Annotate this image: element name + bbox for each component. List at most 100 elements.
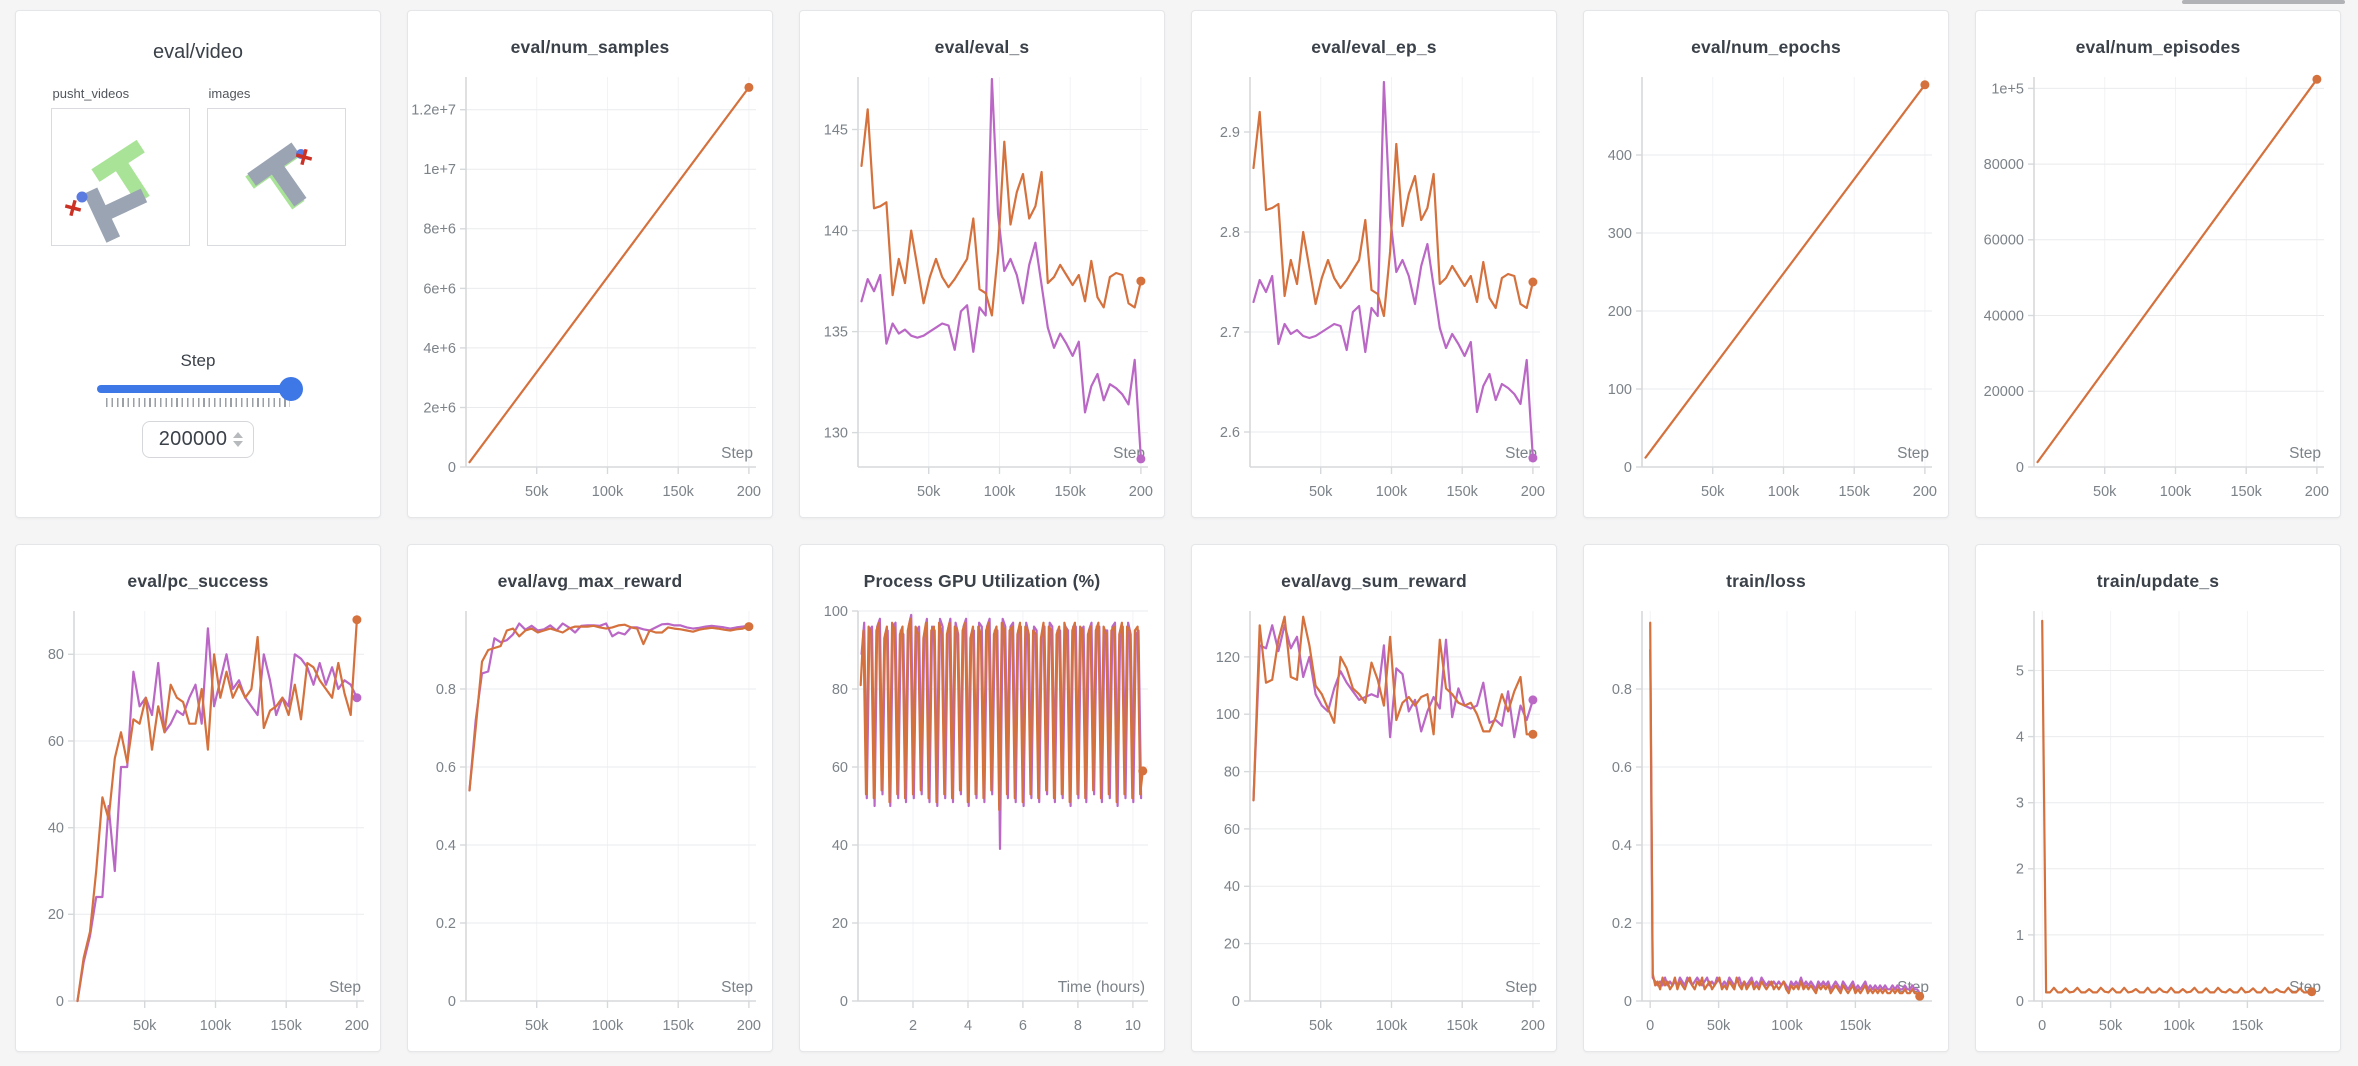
svg-text:50k: 50k: [1309, 484, 1333, 500]
svg-text:4: 4: [2016, 730, 2024, 746]
svg-text:100k: 100k: [200, 1018, 232, 1034]
chart-canvas-eval-pc-success[interactable]: 0 20 40 60 80 50k 100k 150k 200 Step: [16, 603, 380, 1049]
step-slider-label: Step: [180, 351, 216, 370]
chart-canvas-eval-eval-ep-s[interactable]: 2.6 2.7 2.8 2.9 50k 100k 150k 200 Step: [1192, 69, 1556, 515]
svg-text:150k: 150k: [2232, 1018, 2264, 1034]
svg-text:50k: 50k: [133, 1018, 157, 1034]
chart-title: eval/pc_success: [127, 571, 269, 591]
panel-eval-eval-s: eval/eval_s 130 135 140 145 50k 100k 150k 200 St…: [799, 10, 1165, 518]
svg-text:60000: 60000: [1984, 233, 2024, 249]
step-slider[interactable]: [97, 377, 303, 401]
svg-text:150k: 150k: [1838, 484, 1870, 500]
pusht-block-t-shape: [246, 142, 306, 207]
svg-text:150k: 150k: [1446, 1018, 1478, 1034]
pusht-video-thumbnail[interactable]: [50, 108, 190, 246]
svg-text:0: 0: [1624, 994, 1632, 1010]
horizontal-scrollbar-thumb[interactable]: [2182, 0, 2345, 4]
panel-eval-pc-success: eval/pc_success 0 20 40 60 80 50k 100k 150k 200 S…: [15, 544, 381, 1052]
svg-text:0: 0: [2016, 460, 2024, 476]
svg-text:0.6: 0.6: [1612, 760, 1632, 776]
svg-text:200: 200: [1913, 484, 1937, 500]
svg-text:150k: 150k: [662, 484, 694, 500]
svg-text:0.4: 0.4: [436, 838, 456, 854]
svg-text:2.8: 2.8: [1220, 225, 1240, 241]
chart-canvas-process-gpu-utilization[interactable]: 0 20 40 60 80 100 2 4 6 8 10 Time (hours): [800, 603, 1164, 1049]
svg-text:150k: 150k: [1840, 1018, 1872, 1034]
chart-title: eval/num_samples: [510, 37, 670, 57]
media-column-images: images: [206, 86, 346, 246]
svg-text:Step: Step: [721, 445, 753, 462]
images-thumbnail[interactable]: [206, 108, 346, 246]
svg-text:10: 10: [1125, 1018, 1141, 1034]
panel-train-loss: train/loss 0 0.2 0.4 0.6 0.8 0 50k 100k 150k Step: [1583, 544, 1949, 1052]
chart-canvas-eval-avg-max-reward[interactable]: 0 0.2 0.4 0.6 0.8 50k 100k 150k 200 Step: [408, 603, 772, 1049]
panel-eval-num-epochs: eval/num_epochs 0 100 200 300 400 50k 100k 150k…: [1583, 10, 1949, 518]
svg-text:Step: Step: [721, 979, 753, 996]
pusht-video-frame: [64, 139, 150, 243]
svg-text:2.9: 2.9: [1220, 125, 1240, 141]
chart-canvas-train-loss[interactable]: 0 0.2 0.4 0.6 0.8 0 50k 100k 150k Step: [1584, 603, 1948, 1049]
panel-process-gpu-utilization: Process GPU Utilization (%) 0 20 40 60 80 100…: [799, 544, 1165, 1052]
svg-text:80000: 80000: [1984, 157, 2024, 173]
panel-eval-video: eval/video pusht_videos: [15, 10, 381, 518]
chart-title: train/update_s: [2096, 571, 2220, 591]
svg-text:0: 0: [1624, 460, 1632, 476]
step-decrement-icon[interactable]: [233, 441, 244, 447]
svg-text:150k: 150k: [2230, 484, 2262, 500]
step-control: Step 200000: [16, 351, 380, 458]
media-column-pusht-videos: pusht_videos: [50, 86, 190, 246]
chart-canvas-eval-num-episodes[interactable]: 0 20000 40000 60000 80000 1e+5 50k 100k 150k 200 S…: [1976, 69, 2340, 515]
pusht-target-cross: [64, 199, 81, 217]
chart-canvas-eval-num-samples[interactable]: 0 2e+6 4e+6 6e+6 8e+6 1e+7 1.2e+7 50k 100k 150k 20…: [408, 69, 772, 515]
svg-text:100: 100: [824, 604, 848, 620]
svg-text:4: 4: [964, 1018, 972, 1034]
chart-canvas-eval-eval-s[interactable]: 130 135 140 145 50k 100k 150k 200 Step: [800, 69, 1164, 515]
svg-text:130: 130: [824, 426, 848, 442]
chart-canvas-eval-num-epochs[interactable]: 0 100 200 300 400 50k 100k 150k 200 Step: [1584, 69, 1948, 515]
chart-canvas-eval-avg-sum-reward[interactable]: 0 20 40 60 80 100 120 50k 100k 150k 200 Step: [1192, 603, 1556, 1049]
svg-text:0: 0: [840, 994, 848, 1010]
chart-title: eval/num_episodes: [2075, 37, 2241, 57]
svg-text:400: 400: [1608, 148, 1632, 164]
svg-text:50k: 50k: [1701, 484, 1725, 500]
svg-text:80: 80: [1224, 765, 1240, 781]
svg-text:50k: 50k: [525, 1018, 549, 1034]
svg-text:0.2: 0.2: [436, 916, 456, 932]
svg-text:0.8: 0.8: [436, 682, 456, 698]
svg-text:0: 0: [2016, 994, 2024, 1010]
svg-text:1.2e+7: 1.2e+7: [411, 103, 456, 119]
svg-text:135: 135: [824, 325, 848, 341]
svg-text:0: 0: [448, 994, 456, 1010]
step-slider-track[interactable]: [97, 385, 299, 393]
step-value: 200000: [158, 428, 228, 450]
svg-text:145: 145: [824, 122, 848, 138]
svg-text:200: 200: [1521, 484, 1545, 500]
svg-text:0.8: 0.8: [1612, 682, 1632, 698]
chart-title: eval/num_epochs: [1691, 37, 1841, 57]
svg-text:200: 200: [1129, 484, 1153, 500]
pusht-block-t-shape: [83, 187, 147, 243]
svg-text:100k: 100k: [2160, 484, 2192, 500]
svg-text:40000: 40000: [1984, 308, 2024, 324]
svg-text:150k: 150k: [270, 1018, 302, 1034]
svg-text:4e+6: 4e+6: [423, 341, 456, 357]
step-slider-thumb[interactable]: [279, 377, 303, 401]
svg-text:200: 200: [2305, 484, 2329, 500]
step-increment-icon[interactable]: [233, 432, 244, 438]
chart-canvas-train-update-s[interactable]: 0 1 2 3 4 5 0 50k 100k 150k Step: [1976, 603, 2340, 1049]
images-frame: [244, 142, 312, 210]
chart-title: train/loss: [1726, 571, 1806, 591]
svg-text:40: 40: [1224, 879, 1240, 895]
svg-text:20: 20: [1224, 937, 1240, 953]
svg-text:150k: 150k: [1054, 484, 1086, 500]
pusht-target-cross: [295, 148, 312, 166]
media-label: images: [208, 86, 251, 101]
chart-title: Process GPU Utilization (%): [863, 571, 1101, 591]
svg-text:100: 100: [1216, 707, 1240, 723]
svg-text:Step: Step: [329, 979, 361, 996]
svg-text:0: 0: [56, 994, 64, 1010]
svg-text:100k: 100k: [1376, 1018, 1408, 1034]
step-number-input[interactable]: 200000: [141, 421, 255, 458]
svg-text:100k: 100k: [984, 484, 1016, 500]
svg-text:300: 300: [1608, 226, 1632, 242]
